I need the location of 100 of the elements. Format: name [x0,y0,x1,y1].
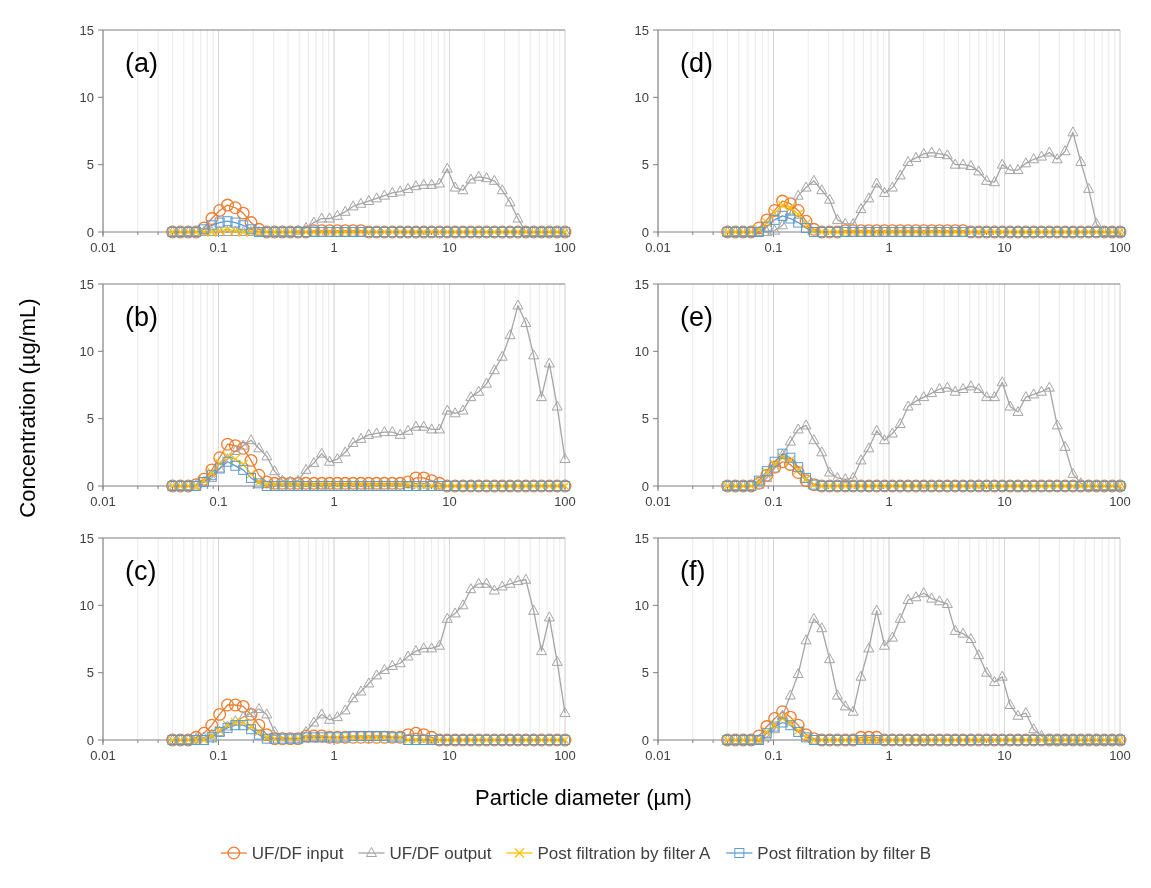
point [261,708,273,719]
point [528,604,540,615]
point [808,174,820,185]
point [449,407,461,418]
y-tick-label: 10 [634,343,649,359]
point [957,383,969,394]
point [894,169,906,180]
y-tick-label: 5 [86,665,94,681]
point [824,193,836,204]
point [465,391,477,402]
point [347,692,359,703]
point [800,181,812,192]
point [355,685,367,696]
x-tick-label: 10 [997,240,1012,255]
point [760,720,774,733]
point [426,642,438,653]
point [386,659,398,670]
point [777,717,788,728]
point [776,705,789,719]
point [791,718,805,732]
point [371,669,383,680]
text: (c) [125,556,157,586]
point [245,434,257,445]
point [801,222,812,233]
point [1004,400,1016,411]
point [761,226,773,236]
point [269,465,281,476]
point [316,447,328,458]
point [496,580,508,591]
point [1083,182,1095,193]
legend-label: Post filtration by filter A [537,844,712,863]
point [308,716,320,727]
point [761,221,772,232]
point [777,219,789,230]
point [973,649,985,660]
point [481,377,493,388]
point [1043,146,1055,157]
point [253,703,265,714]
point [949,158,961,169]
point [551,400,563,411]
x-tick-label: 100 [1109,494,1131,509]
point [1020,157,1032,168]
point [418,420,430,431]
point [894,418,906,429]
point [230,460,241,471]
point [1091,217,1102,228]
point [760,213,774,227]
point [910,151,922,162]
point [1067,126,1079,137]
point [816,622,828,633]
point [791,204,805,217]
point [536,645,547,656]
point [871,424,883,435]
y-tick-label: 5 [641,411,649,427]
point [902,400,914,411]
point [386,426,398,437]
point [933,595,945,606]
point [816,184,828,195]
point [785,213,796,224]
point [769,224,781,235]
point [246,472,257,483]
point [910,591,922,602]
point [237,439,249,450]
point [933,383,945,394]
point [409,726,423,740]
point [965,160,977,171]
point [441,404,453,415]
x-tick-label: 1 [885,748,893,763]
point [879,434,891,445]
point [238,464,249,475]
x-tick-label: 0.1 [209,240,228,255]
text: (e) [680,302,713,332]
point [793,217,804,228]
point [879,639,891,650]
point [831,689,843,700]
point [473,385,485,396]
point [402,424,414,435]
point [855,454,867,465]
point [981,391,993,402]
point [213,707,227,721]
point [394,428,406,439]
point [410,420,422,431]
text: (a) [125,48,158,78]
x-tick-label: 0.01 [90,748,116,763]
point [1020,707,1032,718]
x-axis-title: Particle diameter (µm) [475,785,692,810]
point [465,583,477,594]
point [324,713,336,724]
point [378,426,390,437]
point [409,471,423,485]
point [236,441,250,455]
point [331,453,343,464]
point [504,577,516,588]
point [926,146,938,157]
point [481,577,493,588]
x-tick-label: 1 [885,240,893,255]
y-tick-label: 10 [79,597,94,613]
point [394,657,406,668]
point [213,451,227,465]
point [205,463,219,477]
